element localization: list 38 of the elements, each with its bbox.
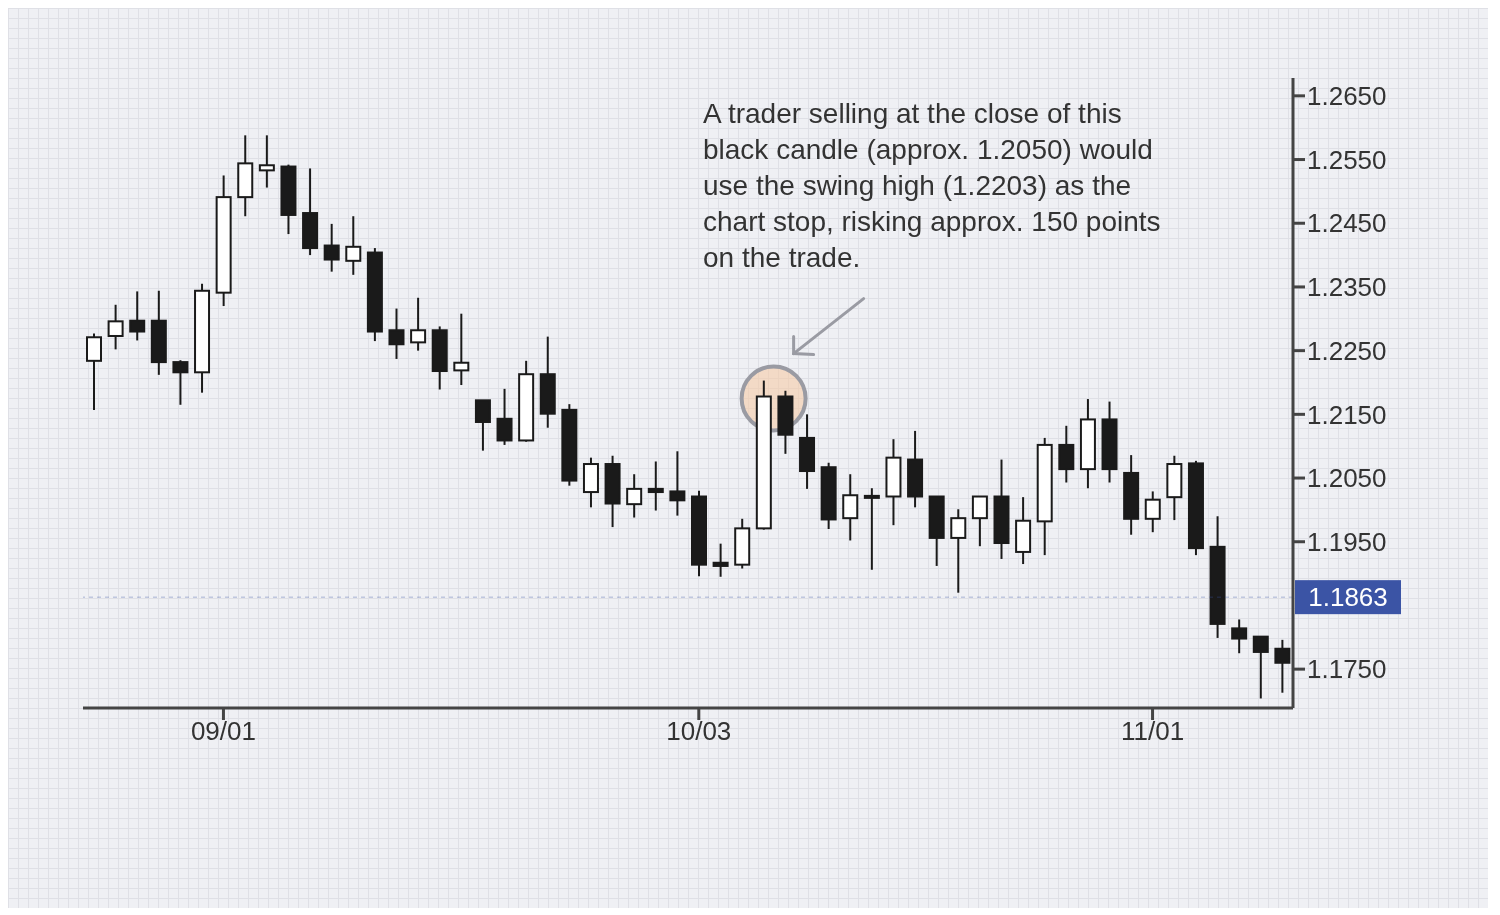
candlestick [1252, 635, 1269, 700]
candlestick [323, 222, 340, 273]
candlestick [258, 134, 275, 189]
candlestick [107, 303, 124, 351]
y-tick-label: 1.1950 [1307, 526, 1387, 557]
y-tick-label: 1.2050 [1307, 463, 1387, 494]
candlestick [453, 312, 470, 387]
x-tick-label: 10/03 [666, 716, 732, 747]
y-tick-label: 1.2150 [1307, 399, 1387, 430]
candlestick [1144, 490, 1161, 534]
candlestick [129, 290, 146, 342]
y-tick-label: 1.2450 [1307, 208, 1387, 239]
candlestick [626, 473, 643, 519]
candlestick [950, 508, 967, 594]
y-tick-label: 1.1750 [1307, 654, 1387, 685]
candlestick [474, 399, 491, 452]
y-tick-label: 1.2550 [1307, 144, 1387, 175]
candlestick [86, 332, 102, 411]
candlestick [388, 307, 405, 360]
candlestick [410, 296, 427, 352]
candlestick [496, 387, 513, 446]
x-tick-label: 11/01 [1120, 716, 1185, 747]
candlestick [1231, 618, 1248, 655]
candlestick [712, 542, 729, 578]
candlestick [842, 473, 859, 542]
candlestick [863, 487, 880, 571]
y-tick-label: 1.2350 [1307, 272, 1387, 303]
candlestick [172, 359, 189, 406]
ref-line-label: 1.1863 [1308, 582, 1388, 613]
candlestick [647, 460, 664, 512]
x-tick-label: 09/01 [190, 716, 256, 747]
candlestick [345, 215, 362, 276]
candlestick [971, 495, 988, 548]
y-tick-label: 1.2250 [1307, 335, 1387, 366]
candlestick [669, 450, 686, 517]
y-tick-label: 1.2650 [1307, 81, 1387, 112]
annotation: A trader selling at the close of this black candle (approx. 1.2050) would use the swing high (1.2203) as the chart stop, risking approx. 150 points on the trade. [703, 97, 1162, 275]
candlestick [1274, 638, 1291, 694]
